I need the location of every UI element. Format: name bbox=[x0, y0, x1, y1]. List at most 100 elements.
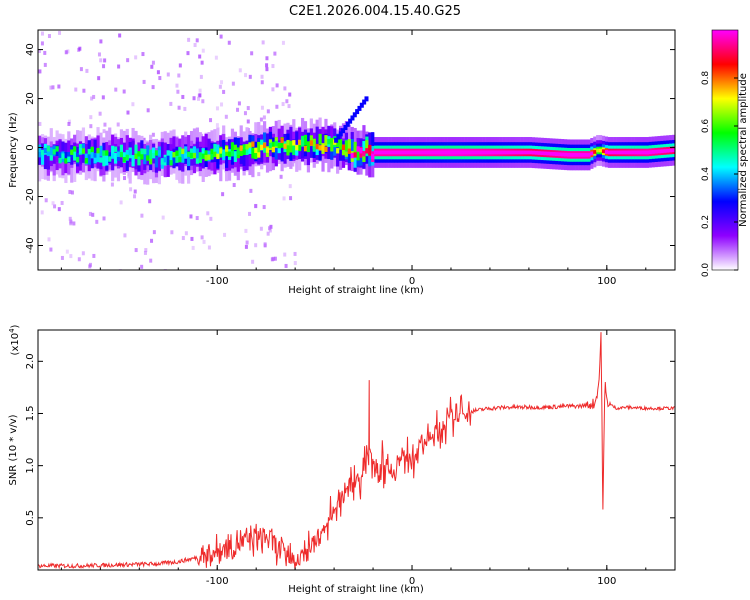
heat-speckle bbox=[178, 63, 182, 68]
heat-cell bbox=[125, 154, 129, 161]
heat-cell bbox=[352, 112, 357, 118]
heat-speckle bbox=[152, 230, 156, 235]
heat-cell bbox=[108, 156, 112, 162]
heat-cell bbox=[569, 153, 574, 157]
heat-speckle bbox=[260, 105, 264, 110]
spectrogram-panel: -100 0 100 -40 -20 0 20 40 Height of straight … bbox=[8, 29, 676, 296]
heat-speckle bbox=[206, 211, 210, 216]
heat-cell bbox=[172, 152, 176, 158]
heat-cell bbox=[330, 140, 334, 152]
heat-speckle bbox=[156, 70, 160, 75]
heat-speckle bbox=[201, 48, 205, 53]
heat-speckle bbox=[222, 89, 226, 94]
heat-cell bbox=[499, 150, 503, 155]
heat-cell bbox=[561, 152, 565, 157]
heat-cell bbox=[225, 146, 229, 152]
heat-speckle bbox=[150, 238, 154, 243]
heat-speckle bbox=[187, 37, 191, 42]
heat-speckle bbox=[38, 121, 42, 126]
heat-speckle bbox=[184, 231, 188, 236]
heat-speckle bbox=[221, 192, 225, 197]
heat-cell bbox=[371, 153, 375, 160]
heat-cell bbox=[485, 150, 489, 155]
heat-speckle bbox=[268, 228, 272, 233]
heat-speckle bbox=[244, 73, 248, 78]
heat-cell bbox=[96, 147, 100, 154]
heat-cell bbox=[43, 147, 48, 154]
heat-speckle bbox=[146, 108, 150, 113]
heat-cell bbox=[362, 150, 366, 157]
heat-speckle bbox=[287, 104, 291, 109]
heat-cell bbox=[166, 154, 170, 166]
heat-cell bbox=[487, 150, 492, 155]
heat-speckle bbox=[260, 80, 264, 85]
heat-cell bbox=[160, 159, 164, 165]
heat-cell bbox=[140, 145, 144, 176]
heat-cell bbox=[309, 138, 313, 158]
heat-speckle bbox=[170, 230, 174, 235]
heat-cell bbox=[140, 148, 144, 160]
figure-title: C2E1.2026.004.15.40.G25 bbox=[289, 4, 461, 19]
heat-speckle bbox=[183, 106, 187, 111]
heat-cell bbox=[230, 142, 235, 154]
spectrogram-heat bbox=[38, 30, 675, 270]
heat-cell bbox=[292, 144, 296, 156]
heat-speckle bbox=[209, 118, 213, 123]
heat-speckle bbox=[166, 72, 170, 77]
heat-cell bbox=[467, 150, 471, 155]
heat-cell bbox=[303, 134, 308, 146]
heat-cell bbox=[64, 158, 68, 164]
heat-cell bbox=[520, 150, 524, 155]
heat-speckle bbox=[77, 257, 81, 262]
heat-cell bbox=[523, 150, 527, 155]
heat-cell bbox=[90, 147, 94, 159]
heat-cell bbox=[657, 149, 661, 154]
heat-cell bbox=[93, 157, 97, 164]
heat-speckle bbox=[283, 86, 287, 91]
heat-cell bbox=[102, 155, 106, 167]
heat-speckle bbox=[43, 50, 47, 55]
heat-speckle bbox=[198, 88, 202, 93]
snr-x-ticks: -100 0 100 bbox=[60, 330, 647, 587]
heat-cell bbox=[546, 151, 550, 156]
y-tick-label: 0.5 bbox=[25, 510, 36, 526]
heat-cell bbox=[274, 139, 278, 160]
heat-cell bbox=[149, 149, 153, 161]
heat-cell bbox=[528, 150, 533, 155]
heat-cell bbox=[505, 150, 509, 155]
heat-speckle bbox=[141, 52, 145, 57]
heat-cell bbox=[672, 148, 675, 153]
x-tick-label: -100 bbox=[206, 276, 229, 287]
heat-cell bbox=[172, 153, 176, 165]
heat-speckle bbox=[72, 221, 76, 226]
heat-cell bbox=[345, 121, 350, 127]
heat-cell bbox=[563, 152, 568, 157]
heat-speckle bbox=[236, 107, 240, 112]
heat-cell bbox=[444, 150, 448, 155]
heat-speckle bbox=[273, 51, 277, 56]
heat-cell bbox=[663, 149, 667, 153]
heat-speckle bbox=[267, 226, 271, 231]
heat-cell bbox=[105, 154, 109, 166]
heat-speckle bbox=[92, 94, 96, 99]
heat-speckle bbox=[214, 55, 218, 60]
heat-speckle bbox=[142, 137, 146, 142]
heat-cell bbox=[362, 99, 367, 105]
heat-cell bbox=[566, 152, 571, 157]
heat-cell bbox=[119, 151, 124, 158]
heat-cell bbox=[353, 141, 357, 153]
spectrogram-x-ticks: -100 0 100 bbox=[60, 30, 647, 287]
heat-cell bbox=[365, 148, 369, 154]
heat-speckle bbox=[70, 190, 74, 195]
heat-cell bbox=[412, 150, 416, 155]
heat-cell bbox=[368, 144, 372, 156]
heat-cell bbox=[84, 158, 88, 164]
heat-cell bbox=[432, 150, 436, 155]
heat-cell bbox=[628, 150, 632, 155]
heat-cell bbox=[417, 150, 422, 155]
heat-cell bbox=[587, 153, 591, 157]
heat-speckle bbox=[64, 50, 68, 55]
heat-cell bbox=[286, 144, 290, 156]
heat-cell bbox=[274, 140, 278, 147]
heat-cell bbox=[388, 150, 392, 155]
